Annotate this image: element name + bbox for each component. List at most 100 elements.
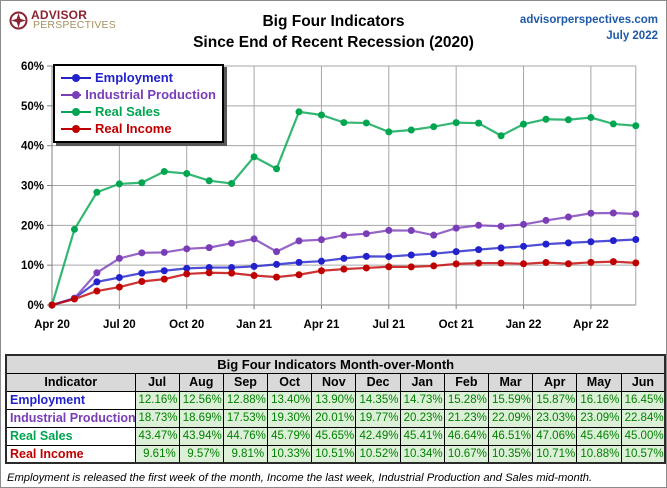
employment-point bbox=[183, 264, 191, 272]
industrial-production-point bbox=[632, 210, 640, 218]
real-income-point bbox=[407, 263, 415, 271]
industrial-production-point bbox=[228, 239, 236, 247]
value-cell: 19.77% bbox=[355, 408, 401, 428]
x-axis-label: Oct 20 bbox=[169, 319, 204, 331]
value-cell: 15.28% bbox=[443, 390, 490, 410]
value-cell: 9.61% bbox=[134, 444, 180, 464]
employment-point bbox=[452, 248, 460, 256]
industrial-production-point bbox=[609, 209, 617, 217]
industrial-production-point bbox=[205, 244, 213, 252]
source-date: July 2022 bbox=[606, 30, 658, 42]
value-cell: 10.51% bbox=[311, 444, 357, 464]
value-cell: 10.35% bbox=[487, 444, 534, 464]
x-axis-label: Apr 22 bbox=[573, 319, 609, 331]
y-axis-label: 30% bbox=[21, 181, 44, 193]
value-cell: 44.76% bbox=[222, 426, 269, 446]
real-income-point bbox=[205, 269, 213, 277]
real-income-point bbox=[430, 262, 438, 270]
value-cell: 17.53% bbox=[222, 408, 269, 428]
value-cell: 20.01% bbox=[311, 408, 357, 428]
y-axis-label: 40% bbox=[21, 141, 44, 153]
value-cell: 10.67% bbox=[443, 444, 490, 464]
value-cell: 10.88% bbox=[576, 444, 622, 464]
x-axis-label: Jan 22 bbox=[506, 319, 542, 331]
value-cell: 10.52% bbox=[355, 444, 401, 464]
real-sales-point bbox=[228, 180, 236, 188]
chart-legend: Employment Industrial Production Real Sale… bbox=[53, 64, 224, 143]
employment-point bbox=[385, 253, 393, 261]
employment-point bbox=[317, 257, 325, 265]
table-title: Big Four Indicators Month-over-Month bbox=[5, 354, 666, 374]
value-cell: 18.69% bbox=[178, 408, 224, 428]
column-header-indicator: Indicator bbox=[5, 372, 136, 392]
y-axis-label: 60% bbox=[21, 61, 44, 73]
real-income-point bbox=[228, 269, 236, 277]
x-axis-label: Oct 21 bbox=[439, 319, 475, 331]
row-label-industrial-production: Industrial Production bbox=[5, 408, 136, 428]
real-income-point bbox=[632, 259, 640, 267]
industrial-production-point bbox=[160, 248, 168, 256]
legend-item-real-sales: Real Sales bbox=[61, 103, 216, 120]
y-axis-label: 20% bbox=[21, 220, 44, 232]
value-cell: 47.06% bbox=[532, 426, 578, 446]
value-cell: 12.16% bbox=[134, 390, 180, 410]
real-income-point bbox=[385, 263, 393, 271]
logo-line2: PERSPECTIVES bbox=[33, 19, 116, 31]
column-header-nov: Nov bbox=[311, 372, 357, 392]
real-sales-point bbox=[205, 177, 213, 185]
real-income-point bbox=[250, 272, 258, 280]
row-label-real-sales: Real Sales bbox=[5, 426, 136, 446]
real-sales-point bbox=[475, 119, 483, 127]
legend-label: Industrial Production bbox=[85, 87, 216, 102]
value-cell: 23.09% bbox=[576, 408, 622, 428]
employment-point bbox=[407, 251, 415, 259]
industrial-production-point bbox=[430, 231, 438, 239]
value-cell: 9.81% bbox=[222, 444, 269, 464]
real-income-point bbox=[183, 270, 191, 278]
real-income-point bbox=[475, 259, 483, 267]
industrial-production-point bbox=[183, 245, 191, 253]
employment-point bbox=[115, 274, 123, 282]
column-header-jan: Jan bbox=[399, 372, 445, 392]
value-cell: 15.87% bbox=[532, 390, 578, 410]
industrial-production-point bbox=[250, 235, 258, 243]
column-header-aug: Aug bbox=[178, 372, 224, 392]
industrial-production-point bbox=[317, 236, 325, 244]
line-chart: 0% 10% 20% 30% 40% 50% 60% Apr 20 Jul 20 Oct 20 Ja… bbox=[21, 61, 640, 331]
logo-text: ADVISOR PERSPECTIVES bbox=[31, 9, 116, 31]
real-sales-point bbox=[93, 188, 101, 196]
industrial-production-point bbox=[295, 237, 303, 245]
real-income-legend-marker bbox=[61, 124, 91, 133]
real-sales-point bbox=[407, 126, 415, 134]
employment-point bbox=[542, 240, 550, 248]
table-row: Real Income 9.61% 9.57% 9.81% 10.33% 10.51% 10… bbox=[5, 444, 666, 464]
industrial-production-point bbox=[542, 216, 550, 224]
real-income-point bbox=[362, 264, 370, 272]
real-sales-point bbox=[497, 132, 505, 140]
table-row: Real Sales 43.47% 43.94% 44.76% 45.79% 45.65%… bbox=[5, 426, 666, 446]
column-header-may: May bbox=[576, 372, 622, 392]
industrial-production-point bbox=[497, 222, 505, 230]
employment-point bbox=[430, 250, 438, 258]
value-cell: 12.56% bbox=[178, 390, 224, 410]
column-header-apr: Apr bbox=[532, 372, 578, 392]
industrial-production-point bbox=[362, 230, 370, 238]
real-sales-point bbox=[520, 120, 528, 128]
column-header-sep: Sep bbox=[222, 372, 269, 392]
value-cell: 21.23% bbox=[443, 408, 490, 428]
value-cell: 43.47% bbox=[134, 426, 180, 446]
value-cell: 22.09% bbox=[487, 408, 534, 428]
employment-legend-marker bbox=[61, 73, 91, 82]
real-income-point bbox=[48, 301, 56, 309]
value-cell: 14.73% bbox=[399, 390, 445, 410]
value-cell: 16.45% bbox=[620, 390, 666, 410]
employment-point bbox=[475, 246, 483, 254]
industrial-production-point bbox=[138, 249, 146, 257]
y-axis-label: 0% bbox=[27, 300, 44, 312]
value-cell: 45.00% bbox=[620, 426, 666, 446]
value-cell: 46.64% bbox=[443, 426, 490, 446]
value-cell: 10.33% bbox=[267, 444, 313, 464]
y-axis-label: 10% bbox=[21, 260, 44, 272]
real-income-point bbox=[317, 267, 325, 275]
value-cell: 45.65% bbox=[311, 426, 357, 446]
